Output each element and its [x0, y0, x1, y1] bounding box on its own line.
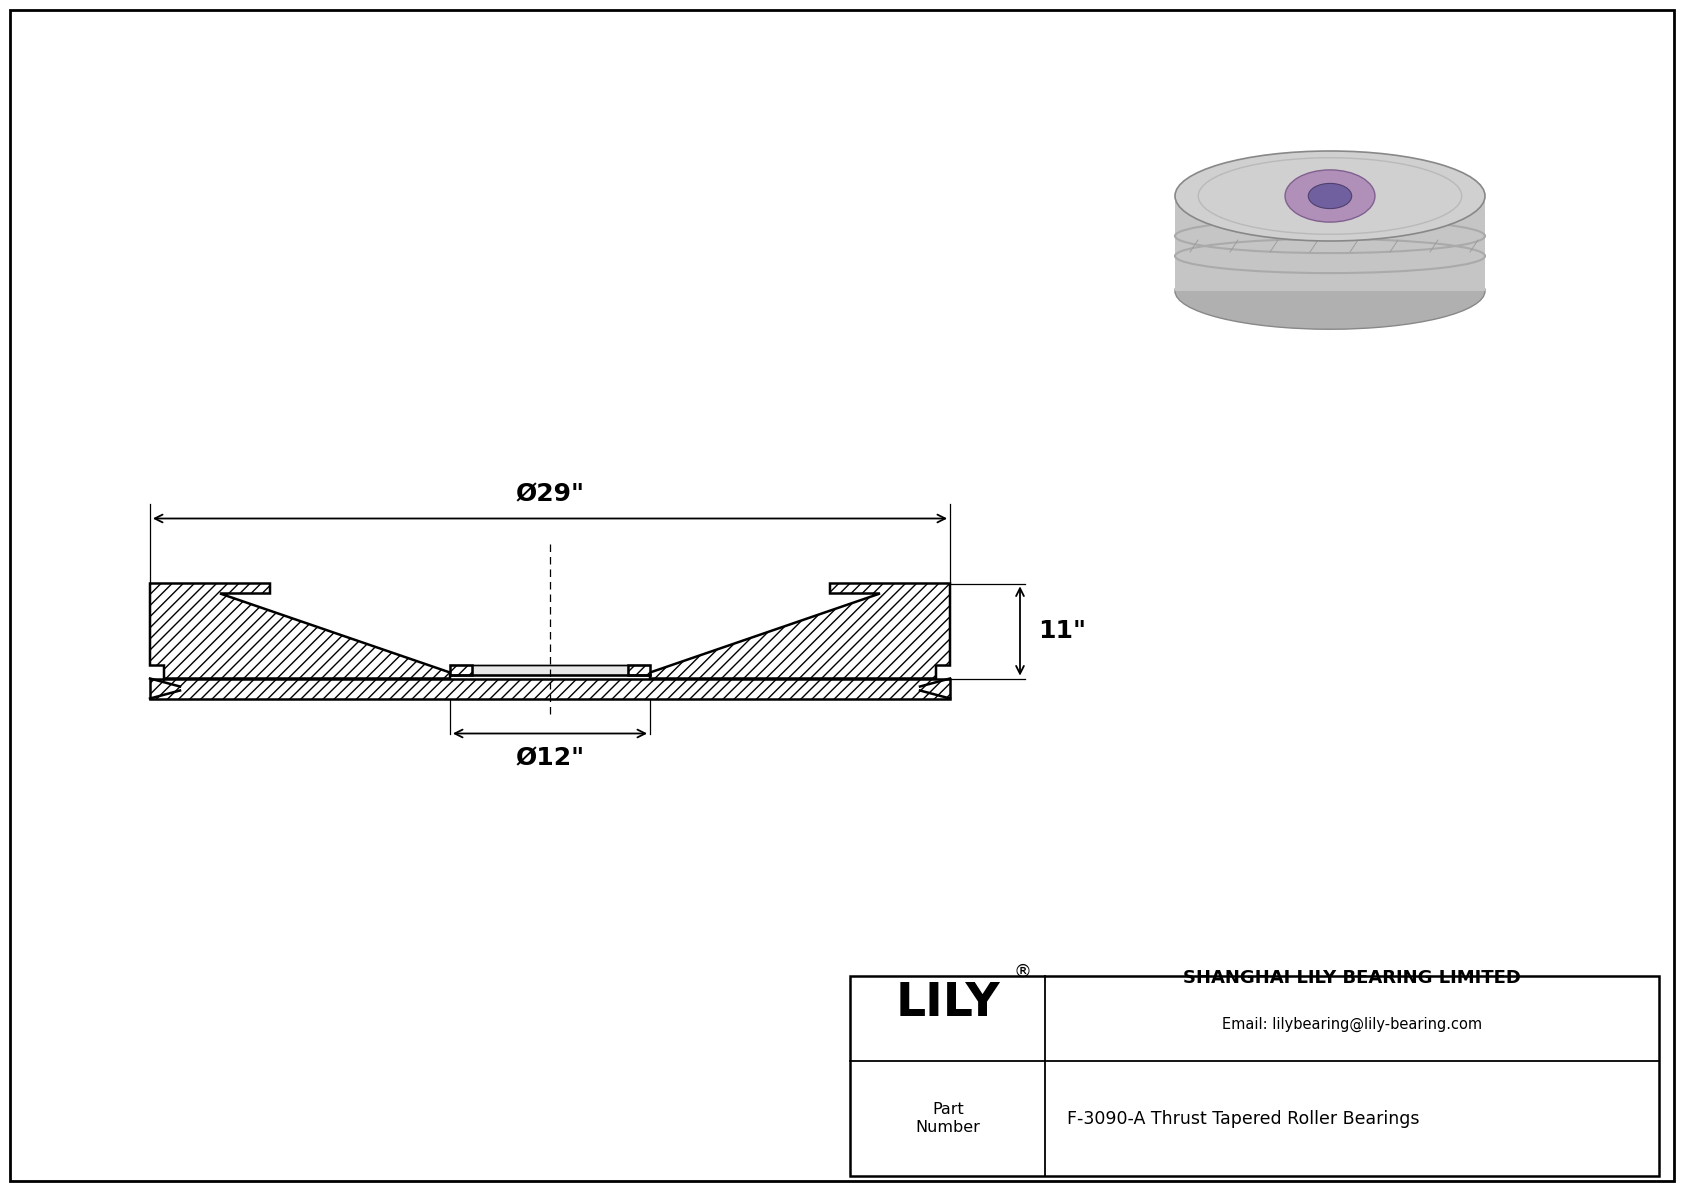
- Ellipse shape: [1285, 170, 1374, 222]
- Ellipse shape: [1175, 151, 1485, 241]
- Polygon shape: [150, 584, 450, 679]
- Text: F-3090-A Thrust Tapered Roller Bearings: F-3090-A Thrust Tapered Roller Bearings: [1068, 1110, 1420, 1128]
- Text: ®: ®: [1014, 962, 1031, 980]
- Text: Part
Number: Part Number: [916, 1103, 980, 1135]
- Text: 11": 11": [1037, 619, 1086, 643]
- Text: Ø12": Ø12": [515, 747, 584, 771]
- Bar: [850, 975, 1659, 1176]
- Bar: [472, 665, 628, 674]
- Text: Email: lilybearing@lily-bearing.com: Email: lilybearing@lily-bearing.com: [1223, 1017, 1482, 1031]
- Ellipse shape: [1175, 252, 1485, 329]
- Polygon shape: [450, 665, 472, 674]
- Bar: [1175, 201, 1485, 291]
- Ellipse shape: [1308, 183, 1352, 208]
- Text: LILY: LILY: [896, 981, 1000, 1025]
- Polygon shape: [650, 584, 950, 679]
- Polygon shape: [150, 679, 950, 698]
- Polygon shape: [628, 665, 650, 674]
- Text: Ø29": Ø29": [515, 482, 584, 506]
- Text: SHANGHAI LILY BEARING LIMITED: SHANGHAI LILY BEARING LIMITED: [1184, 969, 1521, 987]
